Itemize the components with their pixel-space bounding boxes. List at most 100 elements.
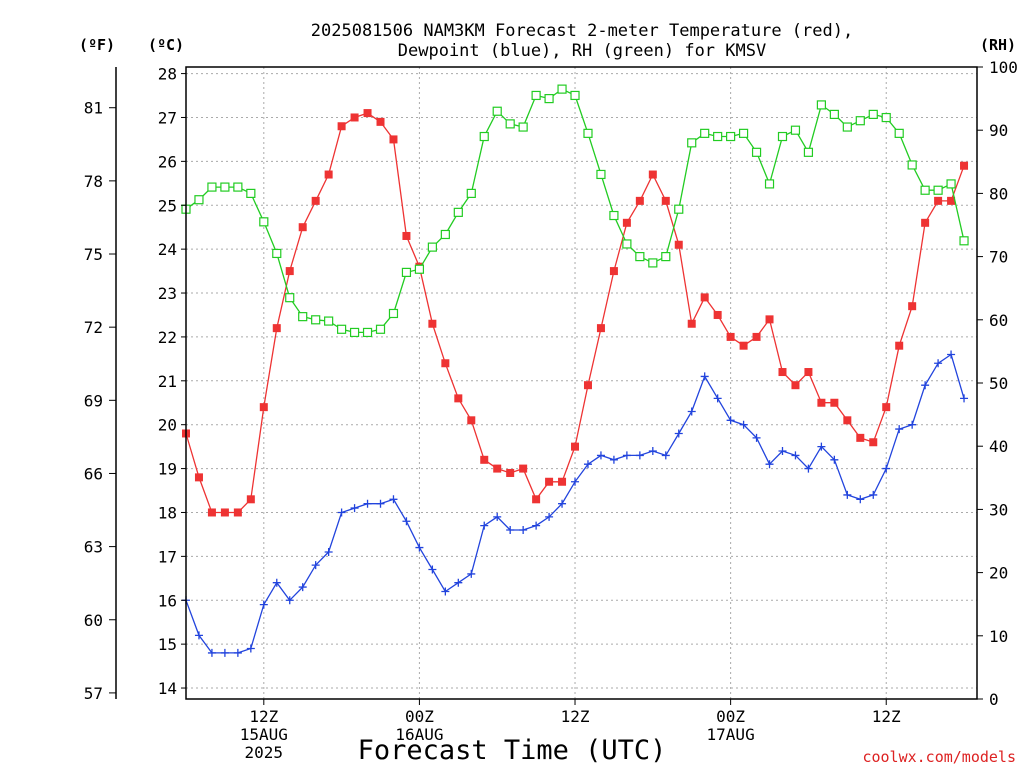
fahrenheit-tick-label: 66 [84, 464, 103, 483]
dewpoint-point [259, 600, 268, 609]
rh-tick-label: 100 [989, 58, 1018, 77]
2-meter-temperature-point [467, 416, 476, 425]
rh-point [700, 128, 710, 138]
rh-point [790, 125, 801, 135]
rh-point [272, 248, 282, 259]
celsius-tick-label: 17 [158, 547, 177, 566]
dewpoint-point [389, 495, 398, 504]
rh-point [337, 324, 347, 334]
fahrenheit-tick-label: 75 [84, 245, 103, 264]
dewpoint-point [804, 464, 813, 473]
dewpoint-point [194, 631, 203, 640]
2-meter-temperature-point [804, 368, 813, 377]
2-meter-temperature-point [272, 324, 281, 333]
dewpoint-point [220, 648, 229, 657]
2-meter-temperature-point [454, 394, 463, 403]
celsius-tick-label: 22 [158, 328, 177, 347]
2-meter-temperature-point [259, 403, 268, 412]
fahrenheit-tick-label: 60 [84, 611, 103, 630]
celsius-tick-label: 19 [158, 460, 177, 479]
rh-point [505, 119, 515, 129]
2-meter-temperature-point [337, 122, 346, 131]
dewpoint-point [337, 508, 346, 517]
dewpoint-point [817, 442, 826, 451]
x-tick-year-label: 2025 [245, 743, 284, 762]
2-meter-temperature-point [571, 442, 580, 451]
credit-text: coolwx.com/models [862, 748, 1016, 766]
2-meter-temperature-point [376, 117, 385, 126]
rh-point [687, 138, 697, 148]
rh-point [803, 147, 814, 157]
dewpoint-point [869, 490, 878, 499]
dewpoint-point [908, 420, 917, 429]
rh-point [557, 84, 567, 94]
2-meter-temperature-point [389, 135, 398, 144]
celsius-tick-label: 20 [158, 416, 177, 435]
dewpoint-point [778, 447, 787, 456]
dewpoint-point [532, 521, 541, 530]
dewpoint-point [583, 460, 592, 469]
fahrenheit-unit-label: (ºF) [79, 36, 115, 54]
rh-point [868, 109, 878, 120]
fahrenheit-tick-label: 63 [84, 538, 103, 557]
2-meter-temperature-point [895, 341, 904, 350]
2-meter-temperature-point [843, 416, 852, 425]
rh-point [881, 112, 891, 123]
2-meter-temperature-point [674, 240, 683, 249]
2-meter-temperature-point [402, 231, 411, 240]
rh-point [349, 327, 360, 338]
2-meter-temperature-point [934, 196, 943, 205]
rh-point [635, 252, 645, 262]
2-meter-temperature-point [960, 161, 969, 170]
2-meter-temperature-point [765, 315, 774, 324]
dewpoint-point [246, 644, 255, 653]
dewpoint-point [700, 372, 709, 381]
dewpoint-point [428, 565, 437, 574]
2-meter-temperature-point [869, 438, 878, 447]
rh-point [738, 128, 749, 138]
rh-point [362, 327, 373, 338]
dewpoint-point [506, 526, 515, 535]
dewpoint-point [324, 547, 333, 556]
dewpoint-point [895, 425, 904, 434]
rh-point [453, 207, 463, 217]
dewpoint-point [311, 561, 320, 570]
2-meter-temperature-point [311, 196, 320, 205]
rh-point [713, 131, 723, 142]
dewpoint-point [934, 359, 943, 368]
dewpoint-point [285, 596, 294, 605]
rh-point [920, 185, 930, 195]
rh-point [933, 185, 943, 195]
dewpoint-point [272, 578, 281, 587]
dewpoint-point [921, 381, 930, 390]
2-meter-temperature-point [596, 324, 605, 333]
rh-point [959, 236, 969, 246]
dewpoint-point [207, 648, 216, 657]
rh-point [816, 100, 826, 110]
x-tick-time-label: 12Z [872, 707, 901, 726]
dewpoint-point [622, 451, 631, 460]
rh-point [259, 217, 269, 227]
2-meter-temperature-point [921, 218, 930, 227]
celsius-tick-label: 14 [158, 679, 177, 698]
x-tick-time-label: 00Z [405, 707, 434, 726]
dewpoint-point [441, 587, 450, 596]
x-axis-title: Forecast Time (UTC) [358, 735, 667, 766]
2-meter-temperature-point [441, 359, 450, 368]
dewpoint-point [882, 464, 891, 473]
rh-point [894, 128, 904, 138]
2-meter-temperature-point [233, 508, 242, 517]
rh-tick-label: 40 [989, 437, 1008, 456]
rh-tick-label: 60 [989, 311, 1008, 330]
rh-point [596, 169, 606, 180]
dewpoint-point [856, 495, 865, 504]
2-meter-temperature-point [778, 368, 787, 377]
rh-point [427, 242, 437, 252]
fahrenheit-tick-label: 72 [84, 318, 103, 337]
rh-point [751, 147, 762, 157]
2-meter-temperature-point [519, 464, 528, 473]
2-meter-temperature-point [363, 109, 372, 118]
2-meter-temperature-point [285, 267, 294, 276]
dewpoint-point [960, 394, 969, 403]
celsius-tick-label: 21 [158, 372, 177, 391]
